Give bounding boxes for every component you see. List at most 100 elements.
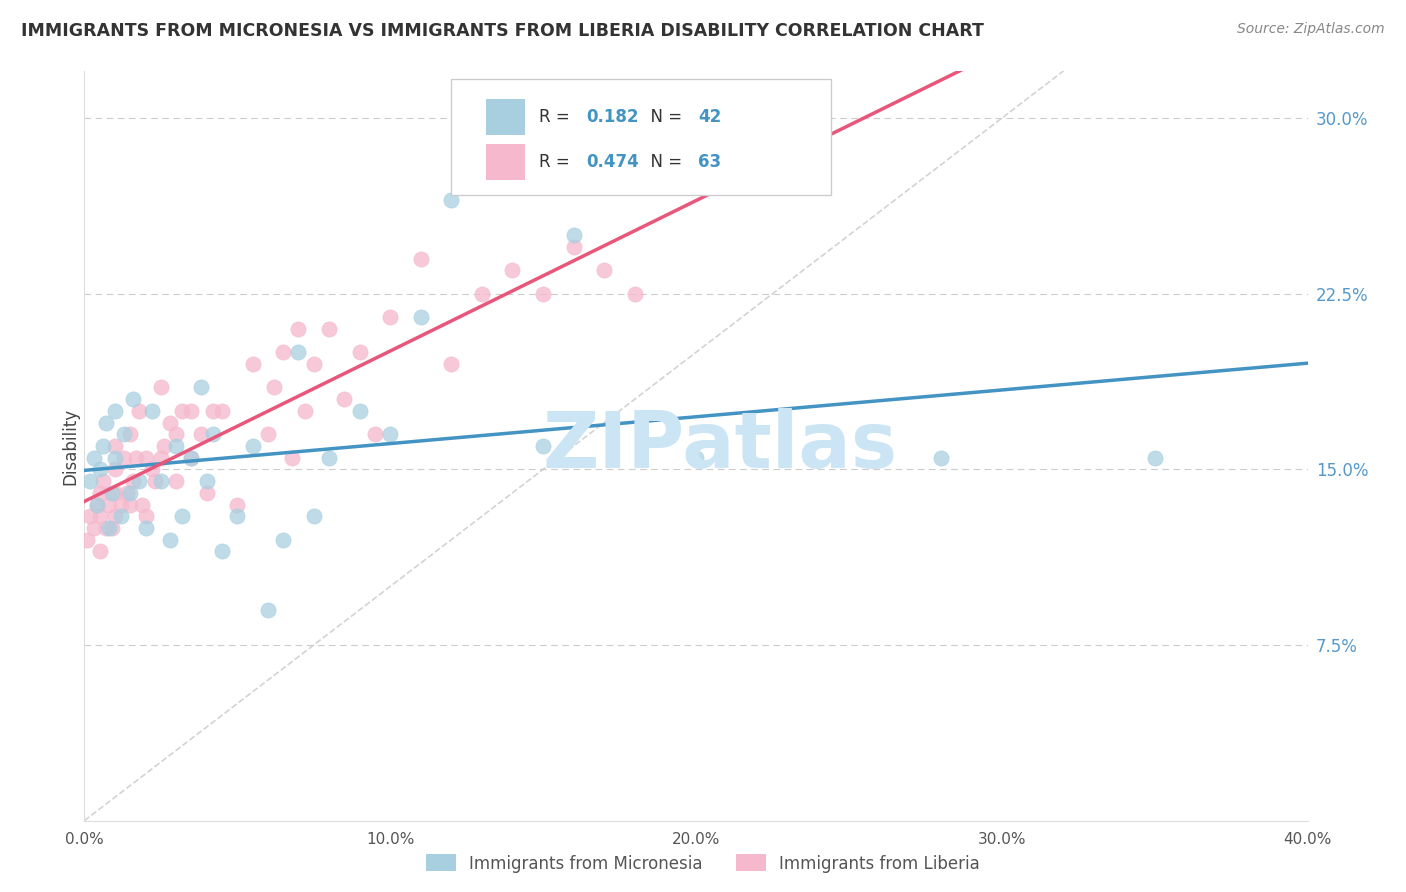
Point — [115, 485, 138, 500]
Point — [143, 474, 166, 488]
Point — [83, 521, 105, 535]
Point — [91, 439, 114, 453]
Point — [153, 439, 176, 453]
Text: 42: 42 — [699, 108, 721, 126]
Point — [79, 509, 101, 524]
Text: ZIPatlas: ZIPatlas — [543, 408, 898, 484]
Point — [104, 450, 127, 465]
Point — [165, 474, 187, 488]
FancyBboxPatch shape — [451, 78, 831, 195]
Point — [149, 380, 172, 394]
Point — [141, 404, 163, 418]
Point — [502, 263, 524, 277]
Bar — [485, 145, 524, 180]
Point — [180, 450, 202, 465]
Point — [624, 286, 647, 301]
Point — [287, 345, 309, 359]
Point — [211, 404, 233, 418]
Point — [120, 427, 142, 442]
Point — [562, 228, 585, 243]
Text: R =: R = — [540, 153, 575, 171]
Point — [685, 450, 707, 465]
Text: Source: ZipAtlas.com: Source: ZipAtlas.com — [1237, 22, 1385, 37]
Point — [101, 521, 124, 535]
Point — [226, 498, 249, 512]
Point — [94, 521, 117, 535]
Point — [122, 474, 145, 488]
Point — [380, 427, 402, 442]
Text: N =: N = — [640, 153, 688, 171]
Point — [86, 498, 108, 512]
Point — [281, 450, 304, 465]
Point — [531, 439, 554, 453]
Point — [97, 521, 120, 535]
Text: R =: R = — [540, 108, 575, 126]
Point — [1143, 450, 1166, 465]
Point — [172, 509, 194, 524]
Point — [112, 450, 135, 465]
Y-axis label: Disability: Disability — [62, 408, 80, 484]
Point — [149, 450, 172, 465]
Point — [91, 474, 114, 488]
Text: 0.182: 0.182 — [586, 108, 638, 126]
Point — [409, 310, 432, 325]
Point — [380, 310, 402, 325]
Point — [131, 498, 153, 512]
Point — [112, 427, 135, 442]
Point — [364, 427, 387, 442]
Point — [195, 474, 218, 488]
Point — [149, 474, 172, 488]
Point — [287, 322, 309, 336]
Point — [165, 427, 187, 442]
Point — [471, 286, 494, 301]
Point — [257, 603, 280, 617]
Point — [83, 450, 105, 465]
Point — [263, 380, 285, 394]
Point — [141, 462, 163, 476]
Point — [226, 509, 249, 524]
Point — [110, 498, 132, 512]
Point — [128, 474, 150, 488]
Point — [349, 345, 371, 359]
Point — [242, 439, 264, 453]
Point — [135, 450, 157, 465]
Point — [125, 450, 148, 465]
Point — [929, 450, 952, 465]
Point — [349, 404, 371, 418]
Point — [201, 427, 224, 442]
Point — [159, 533, 181, 547]
Point — [128, 404, 150, 418]
Point — [242, 357, 264, 371]
Point — [79, 474, 101, 488]
Point — [104, 439, 127, 453]
Point — [333, 392, 356, 407]
Point — [409, 252, 432, 266]
Point — [257, 427, 280, 442]
Text: 0.474: 0.474 — [586, 153, 638, 171]
Point — [86, 498, 108, 512]
Point — [190, 427, 212, 442]
Point — [135, 521, 157, 535]
Point — [531, 286, 554, 301]
Point — [122, 392, 145, 407]
Point — [593, 263, 616, 277]
Point — [97, 498, 120, 512]
Point — [440, 357, 463, 371]
Point — [271, 533, 294, 547]
Point — [294, 404, 316, 418]
Point — [562, 240, 585, 254]
Point — [302, 509, 325, 524]
Point — [440, 193, 463, 207]
Point — [318, 322, 340, 336]
Point — [120, 485, 142, 500]
Point — [94, 416, 117, 430]
Point — [172, 404, 194, 418]
Point — [89, 462, 111, 476]
Point — [211, 544, 233, 558]
Bar — [485, 99, 524, 135]
Point — [120, 498, 142, 512]
Point — [271, 345, 294, 359]
Legend: Immigrants from Micronesia, Immigrants from Liberia: Immigrants from Micronesia, Immigrants f… — [419, 847, 987, 880]
Point — [110, 509, 132, 524]
Point — [89, 544, 111, 558]
